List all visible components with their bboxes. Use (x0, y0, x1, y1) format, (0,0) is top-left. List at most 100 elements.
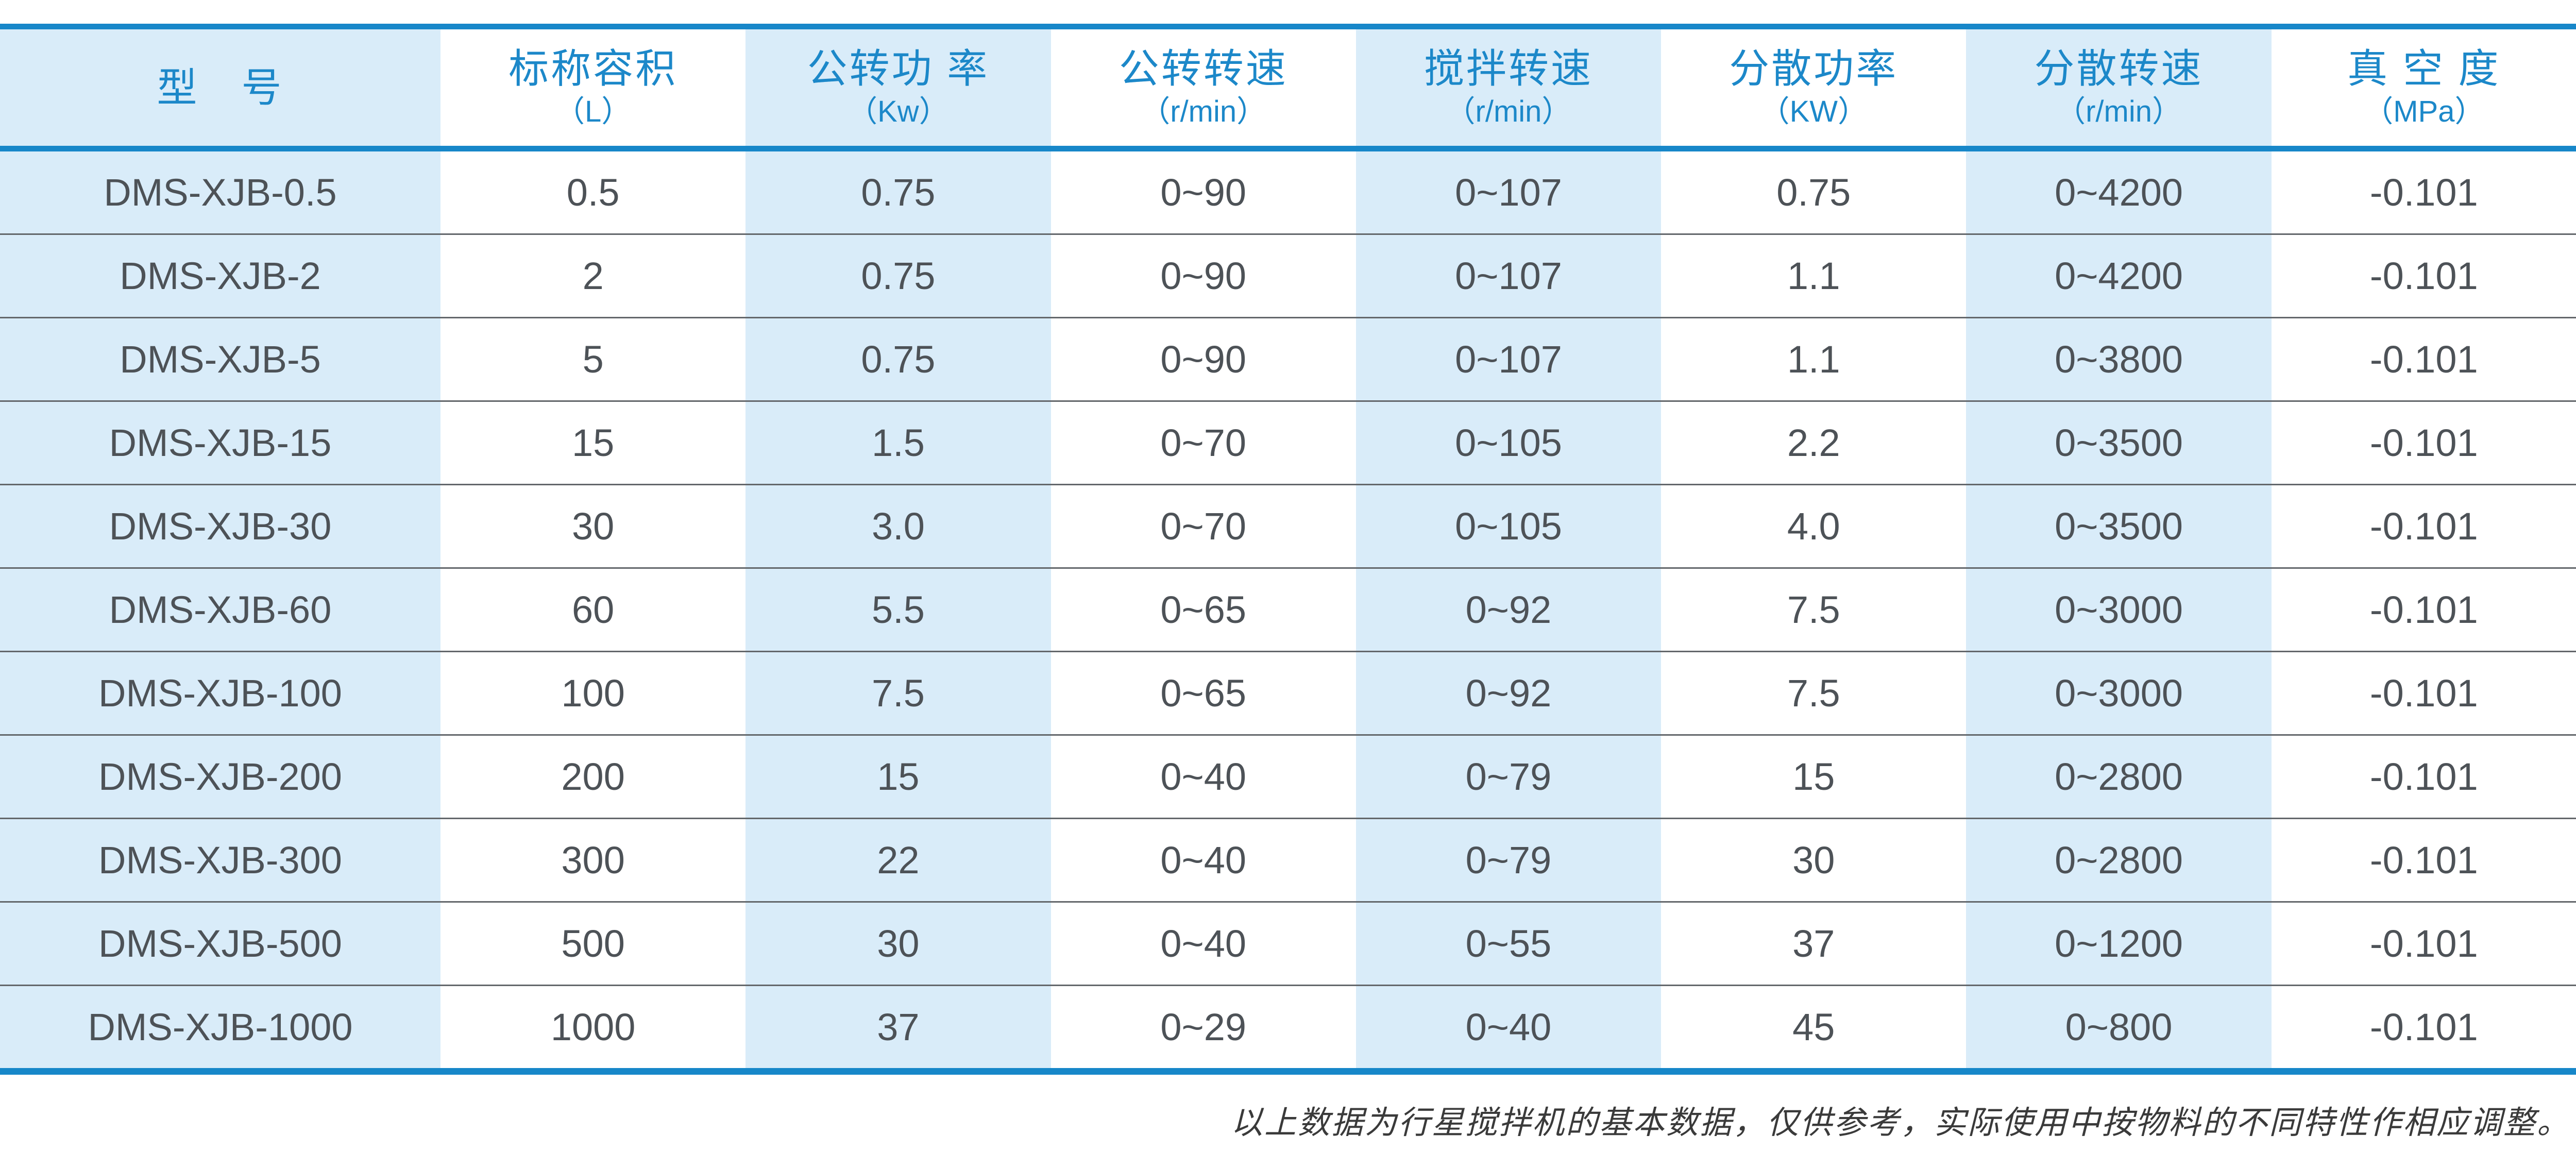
model-cell: DMS-XJB-1000 (0, 986, 440, 1068)
value-cell: 0~40 (1050, 736, 1356, 818)
header-unit: （r/min） (2056, 95, 2182, 128)
value-cell: 0~70 (1050, 485, 1356, 567)
model-cell: DMS-XJB-300 (0, 819, 440, 901)
table-body: DMS-XJB-0.5 0.5 0.75 0~90 0~107 0.75 0~4200 -0.… (0, 151, 2576, 1068)
value-cell: 45 (1661, 986, 1967, 1068)
table-row: DMS-XJB-5 5 0.75 0~90 0~107 1.1 0~3800 -0.101 (0, 317, 2576, 400)
header-cell-revolution-speed: 公转转速 （r/min） (1050, 29, 1356, 146)
table-row: DMS-XJB-30 30 3.0 0~70 0~105 4.0 0~3500 -0.101 (0, 484, 2576, 567)
value-cell: -0.101 (2271, 402, 2576, 484)
header-label: 分散转速 (2034, 46, 2204, 91)
header-cell-model: 型 号 (0, 29, 440, 146)
header-bottom-border (0, 146, 2576, 151)
header-label: 公转功 率 (807, 46, 990, 91)
table-row: DMS-XJB-15 15 1.5 0~70 0~105 2.2 0~3500 -0.101 (0, 400, 2576, 484)
model-cell: DMS-XJB-30 (0, 485, 440, 567)
value-cell: 0~2800 (1966, 736, 2272, 818)
table-row: DMS-XJB-2 2 0.75 0~90 0~107 1.1 0~4200 -0.101 (0, 233, 2576, 317)
value-cell: 0~90 (1050, 151, 1356, 233)
value-cell: 4.0 (1661, 485, 1967, 567)
model-cell: DMS-XJB-200 (0, 736, 440, 818)
header-cell-vacuum-degree: 真 空 度 （MPa） (2271, 29, 2576, 146)
value-cell: 0~107 (1355, 318, 1662, 400)
value-cell: -0.101 (2271, 569, 2576, 651)
header-label: 标称容积 (509, 46, 678, 91)
value-cell: 7.5 (1661, 652, 1967, 734)
value-cell: 0~55 (1355, 903, 1662, 985)
header-unit: （r/min） (1140, 95, 1267, 128)
value-cell: 0~107 (1355, 235, 1662, 317)
table-header-row: 型 号 标称容积 （L） 公转功 率 （Kw） 公转转速 （r/min） 搅拌转… (0, 29, 2576, 146)
value-cell: 1.1 (1661, 318, 1967, 400)
value-cell: -0.101 (2271, 235, 2576, 317)
header-label: 公转转速 (1118, 46, 1288, 91)
value-cell: 0.75 (1661, 151, 1967, 233)
value-cell: 0~3500 (1966, 485, 2272, 567)
table-row: DMS-XJB-1000 1000 37 0~29 0~40 45 0~800 -0.101 (0, 985, 2576, 1068)
value-cell: 1.1 (1661, 235, 1967, 317)
model-cell: DMS-XJB-60 (0, 569, 440, 651)
value-cell: 0~105 (1355, 485, 1662, 567)
value-cell: 5.5 (745, 569, 1051, 651)
value-cell: 5 (440, 318, 746, 400)
header-unit: （MPa） (2363, 95, 2485, 128)
value-cell: -0.101 (2271, 736, 2576, 818)
model-cell: DMS-XJB-0.5 (0, 151, 440, 233)
value-cell: 0~107 (1355, 151, 1662, 233)
value-cell: -0.101 (2271, 819, 2576, 901)
value-cell: 37 (1661, 903, 1967, 985)
value-cell: 0~105 (1355, 402, 1662, 484)
header-label: 型 号 (157, 65, 284, 110)
table-row: DMS-XJB-300 300 22 0~40 0~79 30 0~2800 -0.101 (0, 818, 2576, 901)
value-cell: -0.101 (2271, 986, 2576, 1068)
header-cell-dispersion-power: 分散功率 （KW） (1661, 29, 1967, 146)
value-cell: 0~800 (1966, 986, 2272, 1068)
value-cell: 30 (440, 485, 746, 567)
value-cell: 100 (440, 652, 746, 734)
model-cell: DMS-XJB-2 (0, 235, 440, 317)
table-row: DMS-XJB-60 60 5.5 0~65 0~92 7.5 0~3000 -0.101 (0, 567, 2576, 651)
model-cell: DMS-XJB-100 (0, 652, 440, 734)
value-cell: 15 (745, 736, 1051, 818)
model-cell: DMS-XJB-15 (0, 402, 440, 484)
value-cell: 0~3500 (1966, 402, 2272, 484)
header-unit: （Kw） (848, 95, 949, 128)
value-cell: 3.0 (745, 485, 1051, 567)
value-cell: 0~79 (1355, 819, 1662, 901)
table-top-border (0, 24, 2576, 29)
table-row: DMS-XJB-100 100 7.5 0~65 0~92 7.5 0~3000 -0.101 (0, 651, 2576, 734)
value-cell: 15 (440, 402, 746, 484)
value-cell: 0~4200 (1966, 151, 2272, 233)
value-cell: 0~40 (1050, 903, 1356, 985)
header-unit: （L） (555, 95, 632, 128)
value-cell: 0~79 (1355, 736, 1662, 818)
table-bottom-border (0, 1068, 2576, 1075)
value-cell: 0.5 (440, 151, 746, 233)
header-cell-dispersion-speed: 分散转速 （r/min） (1966, 29, 2272, 146)
value-cell: 7.5 (1661, 569, 1967, 651)
value-cell: 0~90 (1050, 318, 1356, 400)
model-cell: DMS-XJB-5 (0, 318, 440, 400)
value-cell: 0~90 (1050, 235, 1356, 317)
value-cell: 0~92 (1355, 569, 1662, 651)
value-cell: 0~1200 (1966, 903, 2272, 985)
header-unit: （KW） (1759, 95, 1868, 128)
header-cell-revolution-power: 公转功 率 （Kw） (745, 29, 1051, 146)
value-cell: 300 (440, 819, 746, 901)
value-cell: 0.75 (745, 235, 1051, 317)
model-cell: DMS-XJB-500 (0, 903, 440, 985)
value-cell: 0~3800 (1966, 318, 2272, 400)
value-cell: -0.101 (2271, 318, 2576, 400)
header-cell-nominal-volume: 标称容积 （L） (440, 29, 746, 146)
value-cell: 7.5 (745, 652, 1051, 734)
header-cell-stirring-speed: 搅拌转速 （r/min） (1355, 29, 1662, 146)
value-cell: 60 (440, 569, 746, 651)
value-cell: 0~92 (1355, 652, 1662, 734)
value-cell: 0~65 (1050, 569, 1356, 651)
header-label: 分散功率 (1729, 46, 1899, 91)
value-cell: 0~3000 (1966, 569, 2272, 651)
header-label: 真 空 度 (2347, 46, 2501, 91)
spec-table: 型 号 标称容积 （L） 公转功 率 （Kw） 公转转速 （r/min） 搅拌转… (0, 24, 2576, 1075)
value-cell: 22 (745, 819, 1051, 901)
